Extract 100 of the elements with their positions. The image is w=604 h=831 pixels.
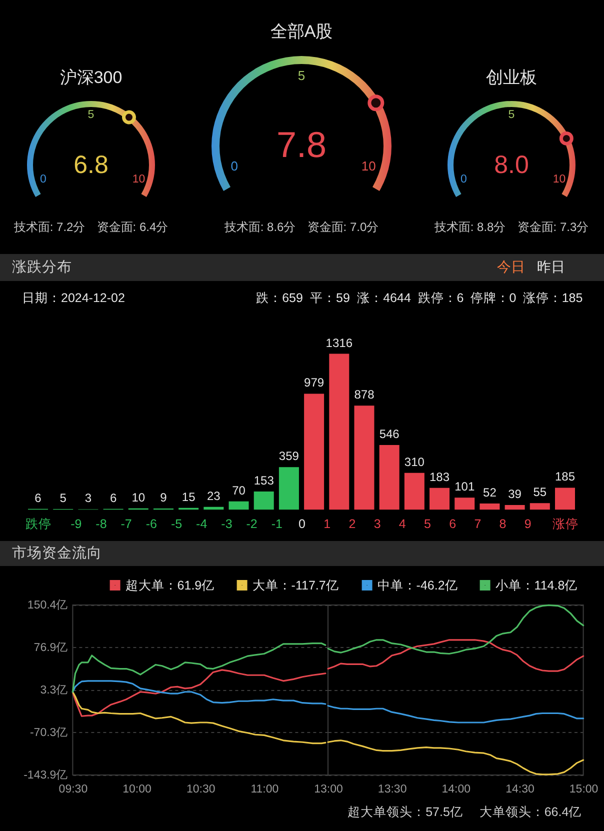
x-tick-label: 14:30 bbox=[506, 784, 534, 796]
bar bbox=[555, 488, 575, 510]
data-label: 979 bbox=[304, 376, 324, 390]
text: 技术面: 8.6分 bbox=[223, 220, 296, 234]
x-tick-label: 涨停 bbox=[552, 517, 578, 532]
text: 技术面: 7.2分 bbox=[12, 220, 86, 234]
data-label: 1316 bbox=[326, 336, 353, 350]
bar bbox=[228, 501, 249, 510]
text: 5 bbox=[298, 68, 306, 83]
x-tick-label: 10:30 bbox=[186, 784, 216, 796]
data-label: 6 bbox=[34, 490, 42, 505]
data-label: 153 bbox=[254, 473, 274, 488]
y-tick-label: -70.3亿 bbox=[30, 726, 68, 739]
x-tick-label: -2 bbox=[246, 517, 258, 532]
bar bbox=[329, 354, 350, 510]
x-tick-label: -9 bbox=[70, 517, 82, 532]
data-label: 55 bbox=[533, 485, 547, 500]
x-tick-label: -3 bbox=[221, 517, 232, 532]
data-label: 23 bbox=[206, 488, 221, 503]
data-label: 6 bbox=[110, 490, 117, 505]
x-tick-label: -4 bbox=[196, 517, 208, 532]
text: 涨：4644 bbox=[357, 291, 411, 305]
text: 5 bbox=[88, 109, 94, 122]
bar bbox=[530, 503, 550, 510]
bar bbox=[480, 503, 500, 510]
x-tick-label: 13:00 bbox=[314, 784, 343, 796]
x-tick-label: 2 bbox=[348, 517, 356, 532]
x-tick-label: 6 bbox=[449, 517, 456, 532]
bar bbox=[354, 406, 374, 510]
x-tick-label: 5 bbox=[424, 517, 431, 532]
data-label: 7.8 bbox=[276, 124, 327, 165]
text: 超大单领头：57.5亿 bbox=[348, 805, 463, 819]
data-label: 6.8 bbox=[74, 151, 108, 179]
text: 跌停：6 bbox=[418, 291, 464, 305]
bar bbox=[454, 498, 475, 510]
text: 创业板 bbox=[486, 68, 537, 87]
x-tick-label: -8 bbox=[96, 517, 107, 532]
text: 5 bbox=[508, 109, 515, 122]
x-tick-label: 跌停 bbox=[26, 517, 52, 532]
text: 大单领头：66.4亿 bbox=[479, 805, 582, 819]
x-tick-label: 11:00 bbox=[250, 784, 279, 796]
x-tick-label: 7 bbox=[474, 517, 482, 532]
text: 10 bbox=[552, 174, 566, 186]
bar bbox=[304, 394, 324, 510]
x-tick-label: -6 bbox=[146, 517, 158, 532]
y-tick-label: 150.4亿 bbox=[27, 598, 68, 612]
text: 沪深300 bbox=[60, 68, 122, 87]
data-label: 5 bbox=[60, 491, 67, 506]
text: 10 bbox=[361, 158, 376, 174]
x-tick-label: 3 bbox=[374, 517, 381, 532]
text: 资金面: 7.3分 bbox=[517, 220, 589, 234]
text: 停牌：0 bbox=[470, 291, 516, 305]
data-label: 101 bbox=[454, 480, 475, 494]
text: 资金面: 6.4分 bbox=[96, 220, 168, 234]
text: 资金面: 7.0分 bbox=[307, 220, 379, 234]
data-label: 39 bbox=[508, 486, 522, 501]
text: 跌：659 bbox=[256, 291, 303, 305]
text: 昨日 bbox=[537, 258, 565, 274]
data-label: 52 bbox=[483, 485, 497, 500]
text: 日期：2024-12-02 bbox=[22, 291, 125, 305]
data-label: 183 bbox=[430, 470, 450, 484]
bar bbox=[278, 467, 299, 510]
text: 0 bbox=[230, 158, 238, 174]
x-tick-label: 13:30 bbox=[378, 784, 407, 796]
x-tick-label: -5 bbox=[170, 517, 182, 532]
data-label: 185 bbox=[554, 470, 576, 484]
text: 全部A股 bbox=[270, 22, 333, 41]
data-label: 878 bbox=[354, 388, 375, 402]
chart-title: 市场资金流向 bbox=[12, 544, 102, 562]
bar bbox=[254, 491, 274, 510]
y-tick-label: 76.9亿 bbox=[34, 640, 68, 654]
bar bbox=[379, 444, 400, 510]
text: 10 bbox=[132, 174, 146, 186]
data-label: 3 bbox=[84, 491, 92, 506]
text: 平：59 bbox=[310, 291, 350, 305]
x-tick-label: 9 bbox=[524, 517, 532, 532]
data-label: 15 bbox=[182, 490, 196, 504]
data-label: 546 bbox=[379, 426, 400, 441]
x-tick-label: -1 bbox=[271, 517, 283, 532]
y-tick-label: -143.9亿 bbox=[24, 768, 68, 782]
x-tick-label: 09:30 bbox=[58, 784, 88, 796]
x-tick-label: 15:00 bbox=[569, 784, 598, 796]
data-label: 359 bbox=[278, 449, 300, 464]
bar bbox=[430, 488, 450, 510]
x-tick-label: -7 bbox=[120, 517, 132, 532]
line-series bbox=[72, 642, 326, 693]
data-label: 10 bbox=[132, 490, 146, 504]
data-label: 70 bbox=[232, 483, 246, 498]
x-tick-label: 14:00 bbox=[442, 784, 471, 796]
y-tick-label: 3.3亿 bbox=[40, 683, 68, 696]
legend-label: 超大单：61.9亿 bbox=[125, 578, 215, 592]
data-label: 8.0 bbox=[494, 151, 529, 179]
legend-label: 中单：-46.2亿 bbox=[377, 578, 458, 592]
text: 0 bbox=[460, 174, 467, 186]
text: 0 bbox=[40, 174, 46, 186]
data-label: 9 bbox=[160, 490, 168, 505]
data-label: 310 bbox=[404, 454, 425, 469]
x-tick-label: 10:00 bbox=[122, 784, 152, 796]
text: 涨停：185 bbox=[522, 291, 583, 305]
chart-title: 涨跌分布 bbox=[12, 258, 72, 276]
